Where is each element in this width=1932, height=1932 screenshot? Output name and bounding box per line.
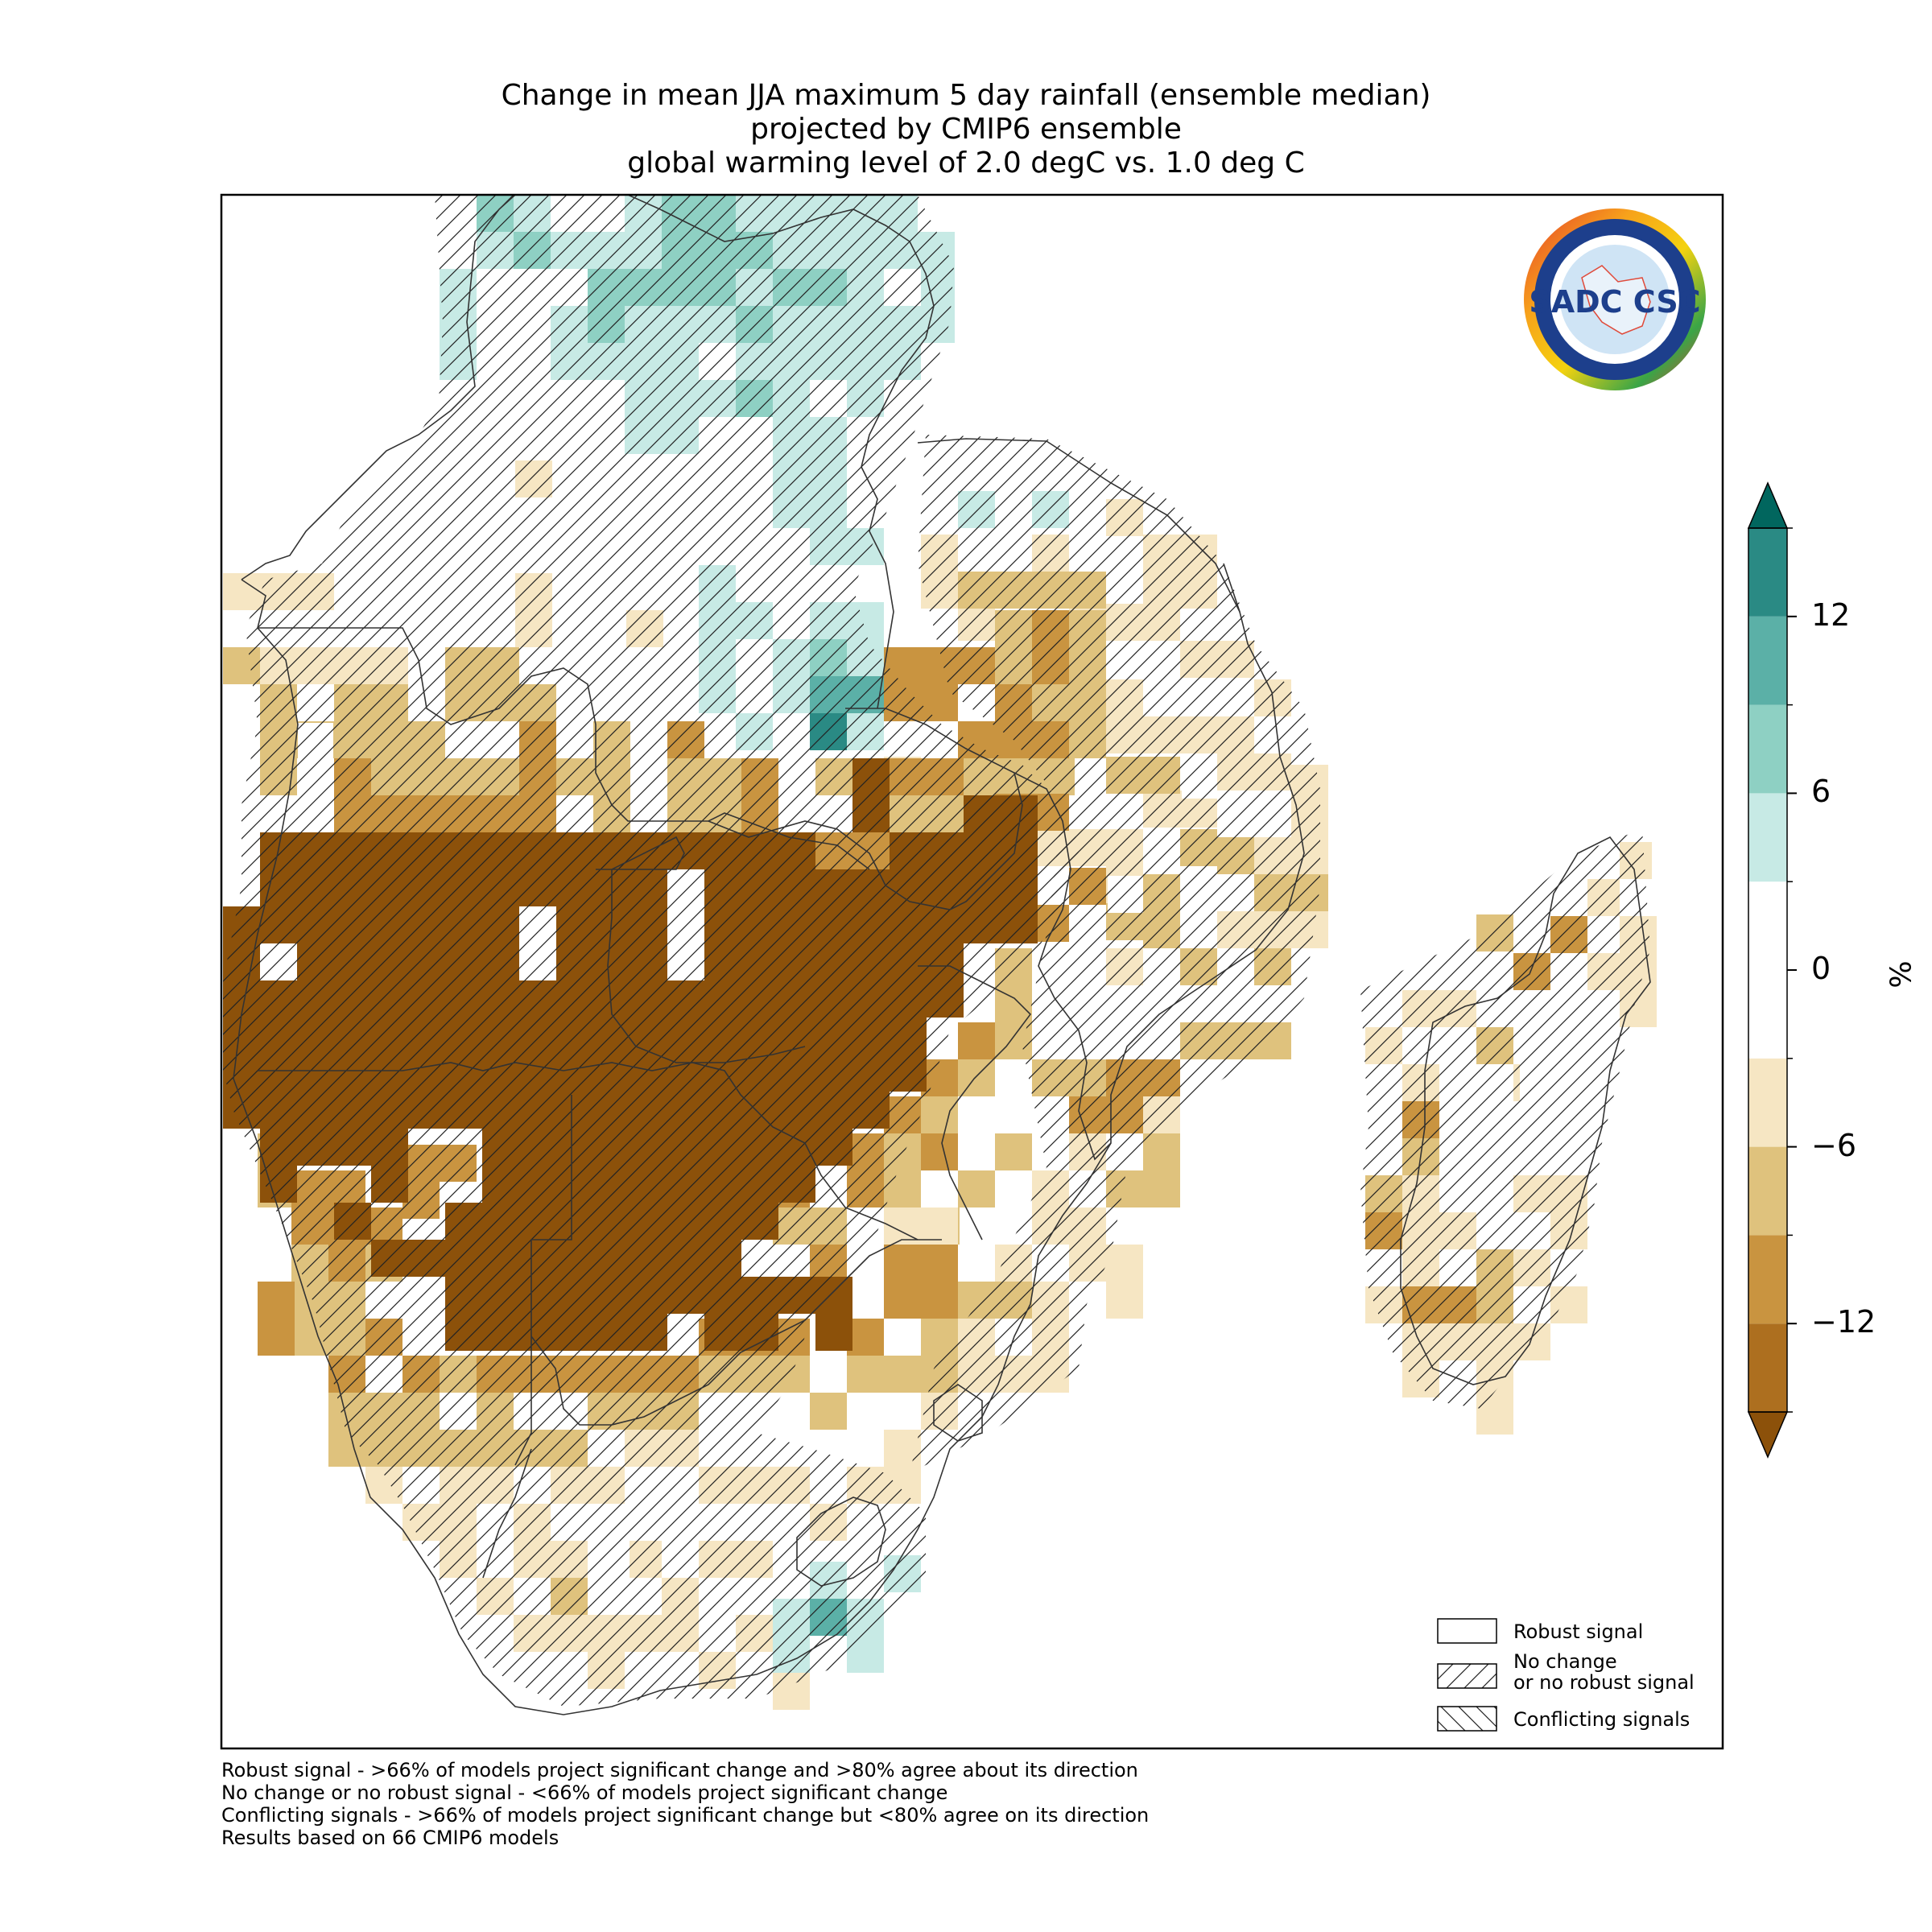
footnote-models: Results based on 66 CMIP6 models (221, 1827, 559, 1849)
colorbar-segment (1748, 528, 1787, 617)
footnotes: Robust signal - >66% of models project s… (221, 1759, 1149, 1849)
no-robust-signal-hatching (223, 195, 1650, 1707)
border-zambia-angola (596, 836, 806, 1063)
legend-label-no-change-2: or no robust signal (1513, 1671, 1695, 1694)
border-namibia-botswana (258, 1062, 919, 1241)
colorbar (1747, 481, 1797, 1459)
country-borders (233, 195, 1651, 1715)
eswatini (933, 1384, 983, 1442)
colorbar-unit: % (1885, 960, 1918, 989)
border-drc-east (627, 195, 935, 709)
colorbar-segment (1748, 704, 1787, 794)
map-title-line3: global warming level of 2.0 degC vs. 1.0… (627, 147, 1305, 180)
colorbar-over-arrow (1747, 481, 1789, 529)
border-angola-drc (258, 627, 870, 870)
legend-swatch-no-change (1437, 1663, 1497, 1689)
border-southafrica (482, 1448, 532, 1579)
hatch-legend: Robust signal No change or no robust sig… (1437, 1618, 1695, 1732)
coast-north (241, 195, 516, 580)
madagascar (1400, 836, 1651, 1385)
map-title-line2: projected by CMIP6 ensemble (750, 113, 1182, 146)
border-tanzania (917, 438, 1241, 613)
border-zambia (708, 708, 1023, 910)
colorbar-tick-label: −6 (1811, 1127, 1857, 1163)
legend-swatch-robust (1437, 1618, 1497, 1644)
colorbar-segment (1748, 1058, 1787, 1147)
border-mozambique-zimbabwe (918, 965, 1032, 1241)
footnote-no-change: No change or no robust signal - <66% of … (221, 1781, 948, 1804)
logo-text: SADC CSC (1529, 284, 1700, 320)
legend-label-conflicting: Conflicting signals (1513, 1708, 1690, 1731)
colorbar-under-arrow (1747, 1411, 1789, 1459)
plot-frame (220, 193, 1724, 1750)
colorbar-tick-label: 12 (1811, 597, 1851, 633)
colorbar-segment (1748, 1235, 1787, 1324)
colorbar-segment (1748, 1323, 1787, 1412)
colorbar-tick-label: 0 (1811, 951, 1831, 986)
coastline-west (233, 563, 1305, 1715)
legend-swatch-conflicting (1437, 1706, 1497, 1732)
footnote-robust: Robust signal - >66% of models project s… (221, 1759, 1138, 1781)
colorbar-tick-label: −12 (1811, 1304, 1876, 1340)
colorbar-segment (1748, 1146, 1787, 1236)
footnote-conflicting: Conflicting signals - >66% of models pro… (221, 1804, 1150, 1827)
sadc-csc-logo: SADC CSC (1524, 208, 1706, 390)
map-title-line1: Change in mean JJA maximum 5 day rainfal… (501, 79, 1431, 112)
colorbar-segment (1748, 881, 1787, 1059)
colorbar-segment (1748, 616, 1787, 705)
lesotho (796, 1496, 886, 1587)
colorbar-segment (1748, 793, 1787, 882)
border-botswana-south (530, 1239, 942, 1426)
colorbar-tick-label: 6 (1811, 774, 1831, 810)
legend-label-robust: Robust signal (1513, 1620, 1643, 1643)
border-namibia-east (514, 1095, 572, 1466)
legend-label-no-change-1: No change (1513, 1650, 1617, 1673)
border-malawi (1013, 772, 1112, 1161)
